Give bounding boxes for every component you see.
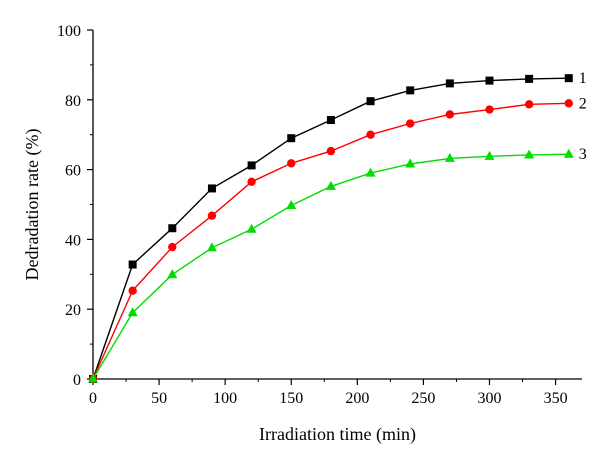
series-3-point xyxy=(405,158,416,168)
series-3-point xyxy=(524,149,535,159)
x-tick-label: 200 xyxy=(345,390,369,407)
series-1-point xyxy=(485,76,494,85)
x-tick-label: 300 xyxy=(477,390,501,407)
series-1-point xyxy=(168,224,177,233)
series-2-label: 2 xyxy=(579,95,587,112)
series-3-point xyxy=(444,152,455,162)
series-1-point xyxy=(406,86,415,95)
series-1-point xyxy=(247,161,256,170)
y-tick-label: 80 xyxy=(65,93,81,110)
series-1-label: 1 xyxy=(579,70,587,87)
y-axis-title: Dedradation rate (%) xyxy=(22,129,43,281)
series-1-point xyxy=(128,260,137,269)
series-2-point xyxy=(326,146,336,156)
series-3-point xyxy=(563,148,574,158)
x-tick-label: 250 xyxy=(411,390,435,407)
series-3-point xyxy=(167,269,178,279)
series-2-point xyxy=(247,177,256,187)
y-tick-label: 100 xyxy=(57,23,81,40)
series-2-point xyxy=(207,211,217,220)
series-3-label: 3 xyxy=(579,146,587,163)
series-3-point xyxy=(127,307,138,317)
series-3-point xyxy=(286,200,297,210)
series-3-point xyxy=(484,150,495,160)
series-1-point xyxy=(525,74,534,83)
series-2-point xyxy=(168,242,177,252)
ticks: 0 50 100 150 200 250 300 350 0 20 40 60 80 100 xyxy=(57,23,568,407)
series-2-point xyxy=(485,105,494,114)
series-1-point xyxy=(366,97,375,106)
series-1-point xyxy=(207,184,216,193)
series-2-point xyxy=(287,159,296,168)
series-2-point xyxy=(128,286,137,295)
series-1-point xyxy=(326,116,335,125)
series-2-point xyxy=(405,119,415,128)
y-tick-label: 20 xyxy=(65,302,81,319)
y-tick-label: 60 xyxy=(65,163,81,180)
series-1-point xyxy=(445,79,454,88)
series-2-point xyxy=(366,130,375,139)
series-2-point xyxy=(445,110,455,119)
y-tick-label: 0 xyxy=(73,372,81,389)
x-tick-label: 50 xyxy=(151,390,167,407)
x-tick-label: 150 xyxy=(279,390,303,407)
series-1-point xyxy=(287,134,296,143)
axes xyxy=(92,30,582,380)
series-3-point xyxy=(88,373,98,383)
x-axis-title: Irradiation time (min) xyxy=(259,424,416,445)
x-tick-label: 100 xyxy=(213,390,237,407)
series-3-point xyxy=(325,180,336,190)
x-tick-label: 350 xyxy=(544,390,568,407)
series-2-point xyxy=(524,100,534,109)
series-2-line xyxy=(92,102,569,380)
series-2-point xyxy=(564,99,573,108)
series-1-point xyxy=(564,74,573,83)
series-group: 1 2 3 xyxy=(88,70,587,384)
series-3-point xyxy=(246,223,257,233)
series-3-point xyxy=(365,167,376,177)
series-3-point xyxy=(206,242,217,252)
x-tick-label: 0 xyxy=(89,390,97,407)
y-tick-label: 40 xyxy=(65,232,81,249)
